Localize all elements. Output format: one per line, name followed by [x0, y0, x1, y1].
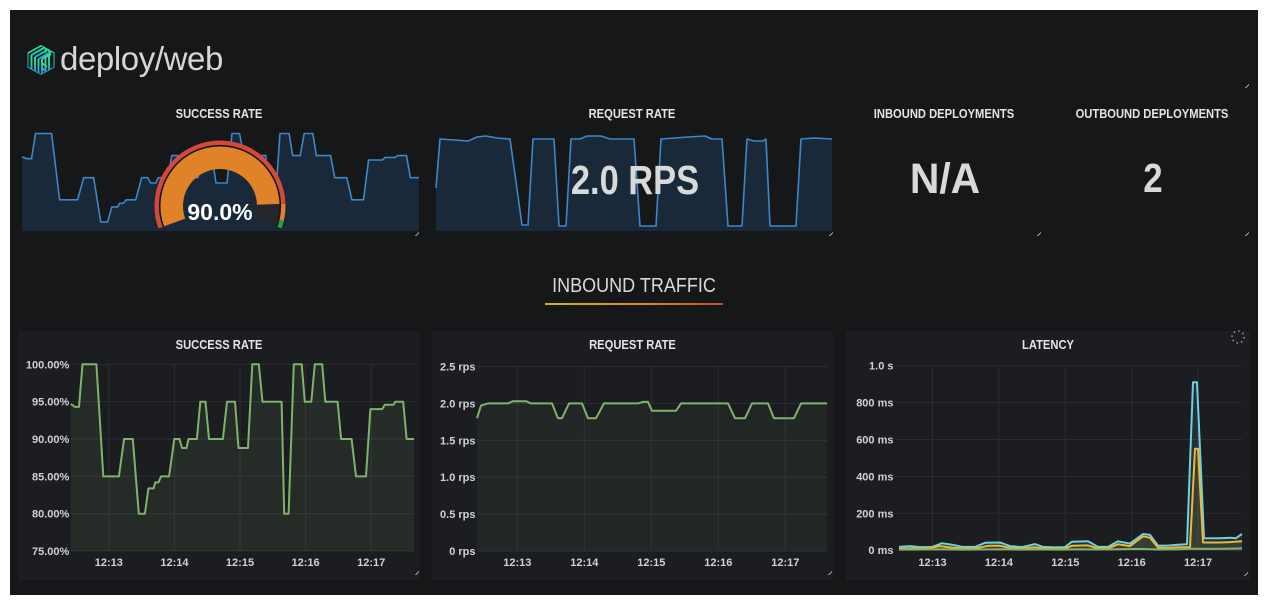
svg-text:12:14: 12:14 [160, 557, 189, 569]
svg-text:2.0 rps: 2.0 rps [440, 398, 475, 410]
svg-text:12:13: 12:13 [503, 557, 531, 569]
svg-text:12:15: 12:15 [226, 557, 254, 569]
svg-text:12:16: 12:16 [1118, 557, 1146, 569]
svg-text:12:17: 12:17 [1184, 557, 1212, 569]
svg-text:600 ms: 600 ms [856, 435, 893, 447]
svg-text:2.5 rps: 2.5 rps [440, 362, 475, 374]
svg-text:90.00%: 90.00% [32, 434, 70, 446]
svg-text:12:14: 12:14 [985, 557, 1014, 569]
svg-text:12:17: 12:17 [771, 557, 799, 569]
svg-text:0.5 rps: 0.5 rps [440, 509, 475, 521]
svg-text:12:14: 12:14 [570, 557, 599, 569]
svg-text:12:13: 12:13 [95, 557, 123, 569]
svg-text:1.5 rps: 1.5 rps [440, 435, 475, 447]
svg-text:12:17: 12:17 [357, 557, 385, 569]
svg-text:0 ms: 0 ms [868, 545, 893, 557]
svg-text:12:16: 12:16 [292, 557, 320, 569]
svg-text:80.00%: 80.00% [32, 509, 70, 521]
svg-text:12:16: 12:16 [704, 557, 732, 569]
svg-text:1.0 rps: 1.0 rps [440, 472, 475, 484]
svg-text:400 ms: 400 ms [856, 471, 893, 483]
svg-text:100.00%: 100.00% [26, 359, 70, 371]
svg-text:800 ms: 800 ms [856, 398, 893, 410]
svg-text:200 ms: 200 ms [856, 508, 893, 520]
svg-text:12:13: 12:13 [918, 557, 946, 569]
svg-text:12:15: 12:15 [1051, 557, 1079, 569]
svg-text:0 rps: 0 rps [449, 546, 475, 558]
svg-text:12:15: 12:15 [637, 557, 665, 569]
svg-text:75.00%: 75.00% [32, 546, 70, 558]
svg-text:95.00%: 95.00% [32, 397, 70, 409]
svg-text:85.00%: 85.00% [32, 471, 70, 483]
svg-text:1.0 s: 1.0 s [869, 361, 893, 373]
